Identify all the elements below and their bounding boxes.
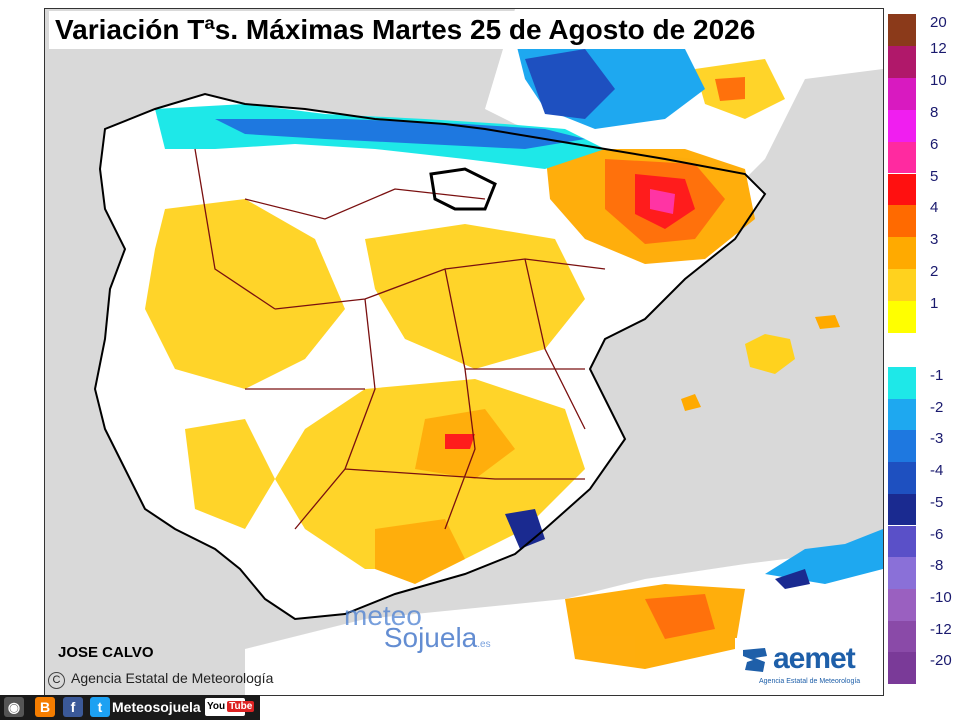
meteosojuela-watermark: meteoSojuela.es — [344, 600, 491, 653]
legend-swatch — [888, 525, 916, 558]
legend-swatch — [888, 173, 916, 206]
legend-swatch — [888, 430, 916, 463]
menorca — [815, 315, 840, 329]
mallorca — [745, 334, 795, 374]
ibiza — [681, 394, 701, 411]
cold-anomaly-fields — [155, 29, 883, 589]
copyright-line: C Agencia Estatal de Meteorología — [48, 670, 273, 689]
legend-swatch — [888, 652, 916, 684]
social-handle[interactable]: Meteosojuela — [112, 699, 201, 715]
blogger-icon[interactable]: B — [35, 697, 55, 717]
legend-label: 2 — [930, 263, 939, 281]
twitter-icon[interactable]: t — [90, 697, 110, 717]
legend-label: -5 — [930, 493, 944, 511]
legend-swatch — [888, 301, 916, 333]
legend-swatch — [888, 588, 916, 621]
anomaly-fields — [145, 59, 785, 669]
legend-label: -6 — [930, 525, 944, 543]
legend-swatch — [888, 462, 916, 494]
legend-label: -20 — [930, 652, 952, 670]
legend-swatch — [888, 109, 916, 142]
legend-label: -1 — [930, 367, 944, 384]
africa-landmass — [245, 529, 883, 695]
facebook-icon[interactable]: f — [63, 697, 83, 717]
legend-label: 4 — [930, 199, 939, 217]
legend-swatch — [888, 269, 916, 302]
legend-label: -12 — [930, 620, 952, 638]
legend-swatch — [888, 14, 916, 46]
legend-label: 10 — [930, 71, 947, 89]
aemet-mark-icon — [743, 648, 767, 672]
legend-label: 12 — [930, 39, 947, 57]
legend-swatch — [888, 237, 916, 270]
map-frame: Variación Tªs. Máximas Martes 25 de Agos… — [44, 8, 884, 696]
legend-swatch — [888, 620, 916, 653]
legend-label: 5 — [930, 167, 939, 185]
la-rioja-outline — [429, 167, 497, 211]
map-title: Variación Tªs. Máximas Martes 25 de Agos… — [49, 11, 875, 49]
author-credit: JOSE CALVO — [58, 644, 154, 661]
province-borders — [194, 148, 606, 530]
legend-swatch — [888, 493, 916, 526]
legend-label: -8 — [930, 557, 944, 575]
legend-label: 3 — [930, 231, 939, 249]
legend-swatch — [888, 141, 916, 174]
legend-swatch — [888, 205, 916, 238]
legend-label: 8 — [930, 103, 939, 121]
legend-swatch — [888, 45, 916, 78]
legend-swatch — [888, 77, 916, 110]
camera-icon[interactable]: ◉ — [4, 697, 24, 717]
youtube-icon[interactable]: You Tube — [205, 698, 255, 716]
legend-label: 20 — [930, 14, 947, 31]
legend-swatch — [888, 398, 916, 431]
coastline — [93, 92, 767, 621]
copyright-icon: C — [48, 672, 65, 689]
legend-label: -10 — [930, 588, 952, 606]
aemet-logo: aemet Agencia Estatal de Meteorología — [735, 638, 881, 694]
legend-swatch — [888, 367, 916, 399]
legend-label: -2 — [930, 398, 944, 416]
legend-label: 6 — [930, 135, 939, 153]
legend-label: -3 — [930, 430, 944, 448]
legend-label: -4 — [930, 462, 944, 480]
temperature-map — [93, 9, 883, 695]
legend-swatch — [888, 557, 916, 589]
social-bar: ◉ B f t Meteosojuela You Tube — [0, 695, 260, 720]
legend-label: 1 — [930, 295, 939, 313]
